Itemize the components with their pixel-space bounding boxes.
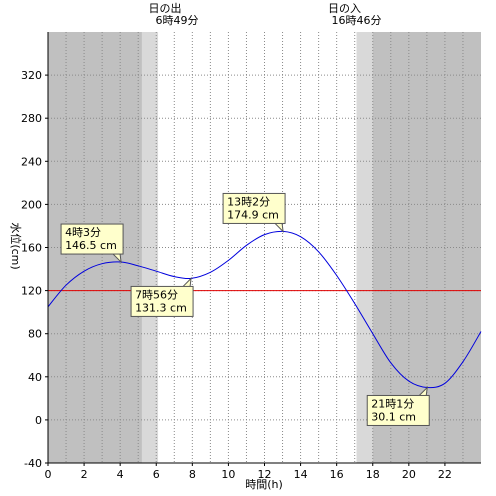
callout-time: 4時3分 [65,226,101,239]
y-tick-labels: -40 0 40 80 120 160 200 240 280 320 [21,69,48,470]
callout-value: 131.3 cm [135,301,187,314]
x-tick-label: 0 [45,468,52,481]
callout-box [60,223,124,255]
callout-pointer [274,223,284,233]
y-tick-label: 0 [35,414,42,427]
callout-value: 174.9 cm [227,208,279,221]
y-tick-label: 320 [21,69,42,82]
y-tick-label: 200 [21,198,42,211]
sun-times-header: 日の出 6時49分 日の入 16時46分 [149,1,382,27]
x-tick-label: 2 [81,468,88,481]
y-tick-label: 120 [21,285,42,298]
x-tick-label: 14 [294,468,308,481]
callout-pointer [182,277,192,287]
callout-pointer [418,386,428,396]
x-tick-label: 4 [117,468,124,481]
callout-box [130,285,194,317]
x-axis-label: 時間(h) [245,478,283,491]
sunrise-label: 日の出 [149,1,182,15]
daylight-band [158,32,357,463]
x-tick-label: 22 [438,468,452,481]
x-tick-label: 10 [221,468,235,481]
x-tick-label: 16 [330,468,344,481]
callout-pointer [112,253,122,264]
callout-time: 13時2分 [227,195,270,208]
x-tick-label: 6 [153,468,160,481]
x-tick-labels: 0 2 4 6 8 10 12 14 16 18 20 22 [45,463,452,481]
callout-box [222,192,286,224]
y-tick-label: 280 [21,112,42,125]
x-tick-label: 18 [366,468,380,481]
callout-value: 30.1 cm [371,410,416,423]
y-tick-label: -40 [24,457,42,470]
x-tick-label: 8 [189,468,196,481]
y-tick-label: 40 [28,371,42,384]
y-tick-label: 160 [21,242,42,255]
callout-value: 146.5 cm [65,239,117,252]
y-axis-label: 水位(cm) [9,222,23,269]
callout-box [366,394,430,426]
callout-time: 7時56分 [135,288,178,301]
x-tick-label: 12 [258,468,272,481]
sunset-label: 日の入 [328,2,361,15]
y-tick-label: 80 [28,328,42,341]
y-tick-label: 240 [21,155,42,168]
sunset-time: 16時46分 [332,14,382,27]
x-tick-label: 20 [402,468,416,481]
callout-time: 21時1分 [371,397,414,410]
sunrise-time: 6時49分 [156,14,199,27]
